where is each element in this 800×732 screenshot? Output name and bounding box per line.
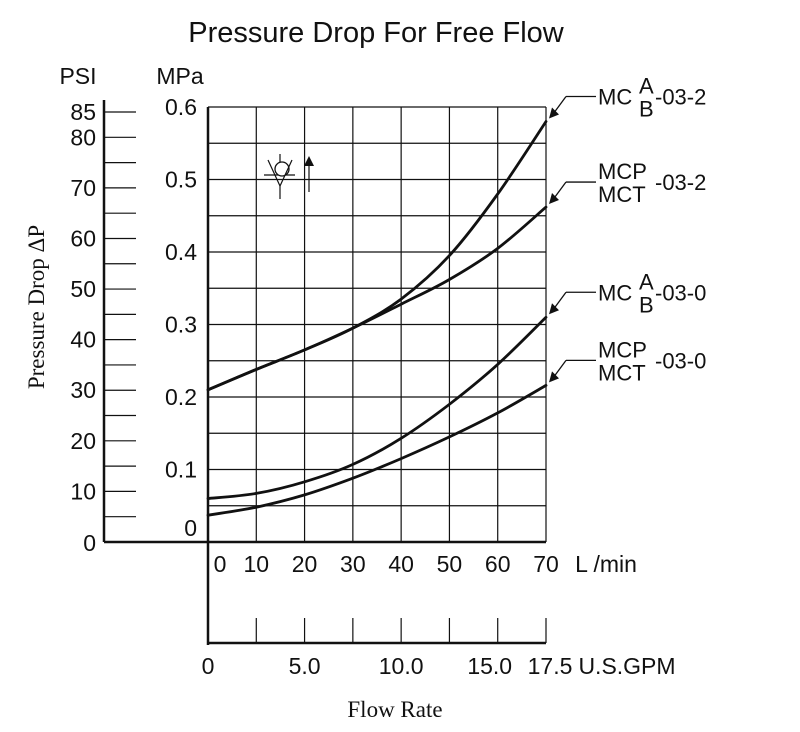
curve-mc-ab-03-2 — [206, 120, 548, 392]
lpm-tick-label: 10 — [243, 551, 269, 577]
mpa-axis: 0 0.1 0.2 0.3 0.4 0.5 0.6 — [165, 94, 197, 541]
lpm-tick-label: 70 — [533, 551, 559, 577]
series-label-bottom: MCT — [598, 360, 646, 385]
mpa-tick-label: 0.1 — [165, 457, 197, 483]
gpm-tick-label: 10.0 — [379, 653, 424, 679]
series-label-suffix: -03-2 — [655, 170, 706, 195]
mpa-unit-label: MPa — [156, 63, 204, 89]
chart-title: Pressure Drop For Free Flow — [188, 17, 565, 49]
mpa-tick-label: 0.2 — [165, 384, 197, 410]
psi-tick-label: 50 — [70, 276, 96, 302]
curve-mc-ab-03-0 — [206, 315, 548, 500]
psi-tick-label: 40 — [70, 327, 96, 353]
psi-unit-label: PSI — [59, 63, 96, 89]
series-label-top: MCP — [598, 159, 647, 184]
gpm-tick-label: 0 — [202, 653, 215, 679]
lpm-tick-label: 40 — [388, 551, 414, 577]
series-label-suffix: -03-0 — [655, 348, 706, 373]
lpm-tick-label: 0 — [214, 551, 227, 577]
mpa-tick-label: 0.5 — [165, 167, 197, 193]
lpm-tick-label: 50 — [437, 551, 463, 577]
lpm-tick-label: 60 — [485, 551, 511, 577]
mpa-tick-label: 0 — [184, 515, 197, 541]
series-label-top: A — [639, 74, 654, 99]
series-label-bottom: B — [639, 292, 654, 317]
x-axis-title: Flow Rate — [347, 697, 442, 722]
series-label-suffix: -03-0 — [655, 280, 706, 305]
psi-tick-label: 20 — [70, 428, 96, 454]
y-axis-title: Pressure Drop ΔP — [24, 225, 49, 389]
gpm-tick-label: 15.0 — [467, 653, 512, 679]
curves — [206, 120, 548, 517]
flow-lpm-axis: 0 10 20 30 40 50 60 70 — [214, 551, 559, 577]
series-label-prefix: MC — [598, 280, 632, 305]
series-label-top: MCP — [598, 337, 647, 362]
series-label-mc-ab-03-2: MC AB -03-2 — [549, 74, 706, 122]
curve-mcp-mct-03-2 — [206, 205, 548, 392]
series-label-bottom: MCT — [598, 182, 646, 207]
check-valve-symbol-icon — [264, 154, 295, 199]
mpa-tick-label: 0.6 — [165, 94, 197, 120]
gpm-tick-label: 5.0 — [289, 653, 321, 679]
lpm-unit-label: L /min — [575, 551, 637, 577]
series-label-suffix: -03-2 — [655, 85, 706, 110]
mpa-tick-label: 0.3 — [165, 312, 197, 338]
psi-tick-label: 10 — [70, 478, 96, 504]
curve-mcp-mct-03-0 — [206, 384, 548, 517]
psi-tick-label: 30 — [70, 377, 96, 403]
psi-tick-label: 60 — [70, 225, 96, 251]
psi-tick-label: 85 — [70, 99, 96, 125]
series-label-prefix: MC — [598, 85, 632, 110]
lpm-tick-label: 20 — [292, 551, 318, 577]
gpm-tick-label: 17.5 — [528, 653, 573, 679]
series-label-mc-ab-03-0: MC AB -03-0 — [549, 269, 706, 317]
psi-tick-label: 80 — [70, 124, 96, 150]
gpm-unit-label: U.S.GPM — [578, 653, 675, 679]
psi-tick-label: 70 — [70, 175, 96, 201]
plot-grid — [206, 106, 547, 542]
psi-tick-label: 0 — [83, 530, 96, 556]
flow-direction-arrow-icon — [304, 156, 314, 192]
flow-gpm-axis: 0 5.0 10.0 15.0 17.5 — [202, 618, 573, 679]
mpa-tick-label: 0.4 — [165, 239, 197, 265]
series-label-bottom: B — [639, 97, 654, 122]
lpm-tick-label: 30 — [340, 551, 366, 577]
series-label-top: A — [639, 269, 654, 294]
